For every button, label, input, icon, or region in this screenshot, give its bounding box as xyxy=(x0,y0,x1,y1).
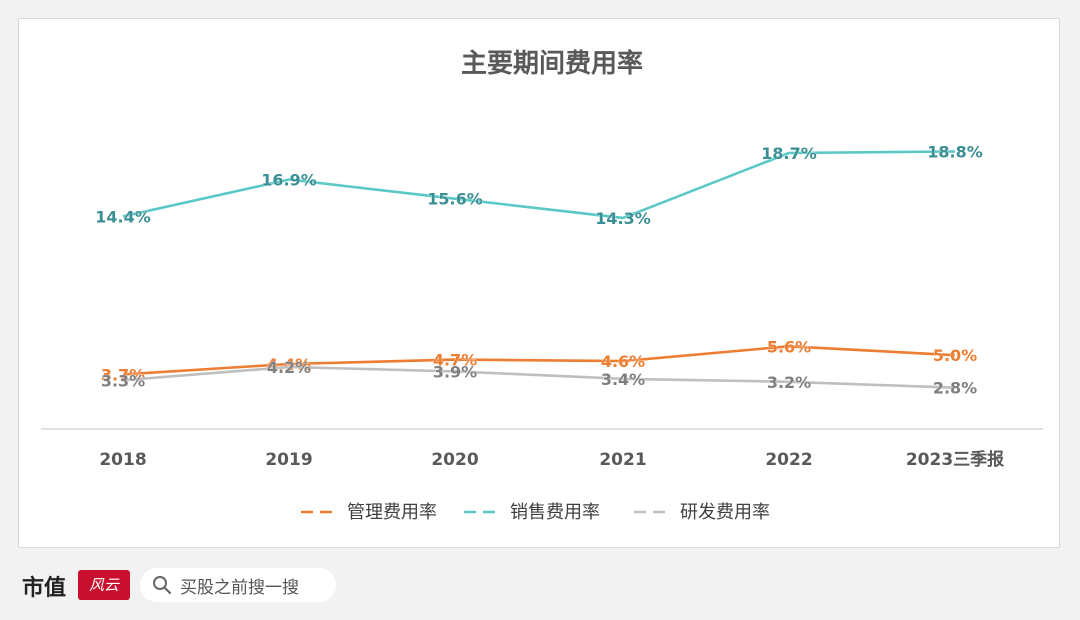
x-tick-label: 2022 xyxy=(765,450,812,470)
x-tick-label: 2020 xyxy=(431,450,478,470)
data-label: 18.8% xyxy=(927,143,983,162)
data-label: 3.3% xyxy=(101,371,145,390)
data-label: 4.7% xyxy=(433,351,477,370)
brand-text: 市值 xyxy=(22,575,67,601)
data-label: 3.9% xyxy=(433,362,477,381)
search-box[interactable]: 买股之前搜一搜 xyxy=(140,568,336,602)
data-label: 2.8% xyxy=(933,379,977,398)
series-line-1 xyxy=(122,344,956,376)
legend-label: 管理费用率 xyxy=(347,502,437,523)
legend-item: 研发费用率 xyxy=(634,502,770,523)
legend-item: 销售费用率 xyxy=(464,502,600,523)
legend-label: 销售费用率 xyxy=(510,502,600,523)
chart-card: 主要期间费用率 3.7% 4.4% 4.7% 4.6% 5.6% 5.0% 14.4% 16.… xyxy=(18,18,1060,548)
series-line-3 xyxy=(122,365,956,389)
legend-label: 研发费用率 xyxy=(680,502,770,523)
series-line-2 xyxy=(122,150,956,220)
data-label: 4.4% xyxy=(267,355,311,374)
data-label: 5.0% xyxy=(933,346,977,365)
x-tick-label: 2019 xyxy=(265,450,312,470)
x-tick-label: 2018 xyxy=(99,450,146,470)
data-label: 5.6% xyxy=(767,337,811,356)
x-tick-label: 2023三季报 xyxy=(906,449,1004,470)
x-tick-label: 2021 xyxy=(599,450,646,470)
search-placeholder: 买股之前搜一搜 xyxy=(180,577,299,598)
footer-bar: 市值 风云 买股之前搜一搜 xyxy=(0,560,1080,620)
line-chart: 主要期间费用率 3.7%4.4% 4.7% 4.6%5.6% 5.0%14.4%16.… xyxy=(41,48,1043,523)
data-label: 3.2% xyxy=(767,373,811,392)
data-label: 14.4% xyxy=(95,207,151,226)
data-label: 3.4% xyxy=(601,370,645,389)
search-icon xyxy=(152,575,172,595)
data-label: 4.2% xyxy=(267,358,311,377)
data-label: 14.3% xyxy=(595,209,651,228)
brand-logo: 风云 xyxy=(78,570,130,600)
legend-item: 管理费用率 xyxy=(301,502,437,523)
data-label: 18.7% xyxy=(761,144,817,163)
data-label: 4.6% xyxy=(601,352,645,371)
chart-title: 主要期间费用率 xyxy=(461,48,643,79)
data-label: 15.6% xyxy=(427,190,483,209)
data-label: 16.9% xyxy=(261,171,317,190)
